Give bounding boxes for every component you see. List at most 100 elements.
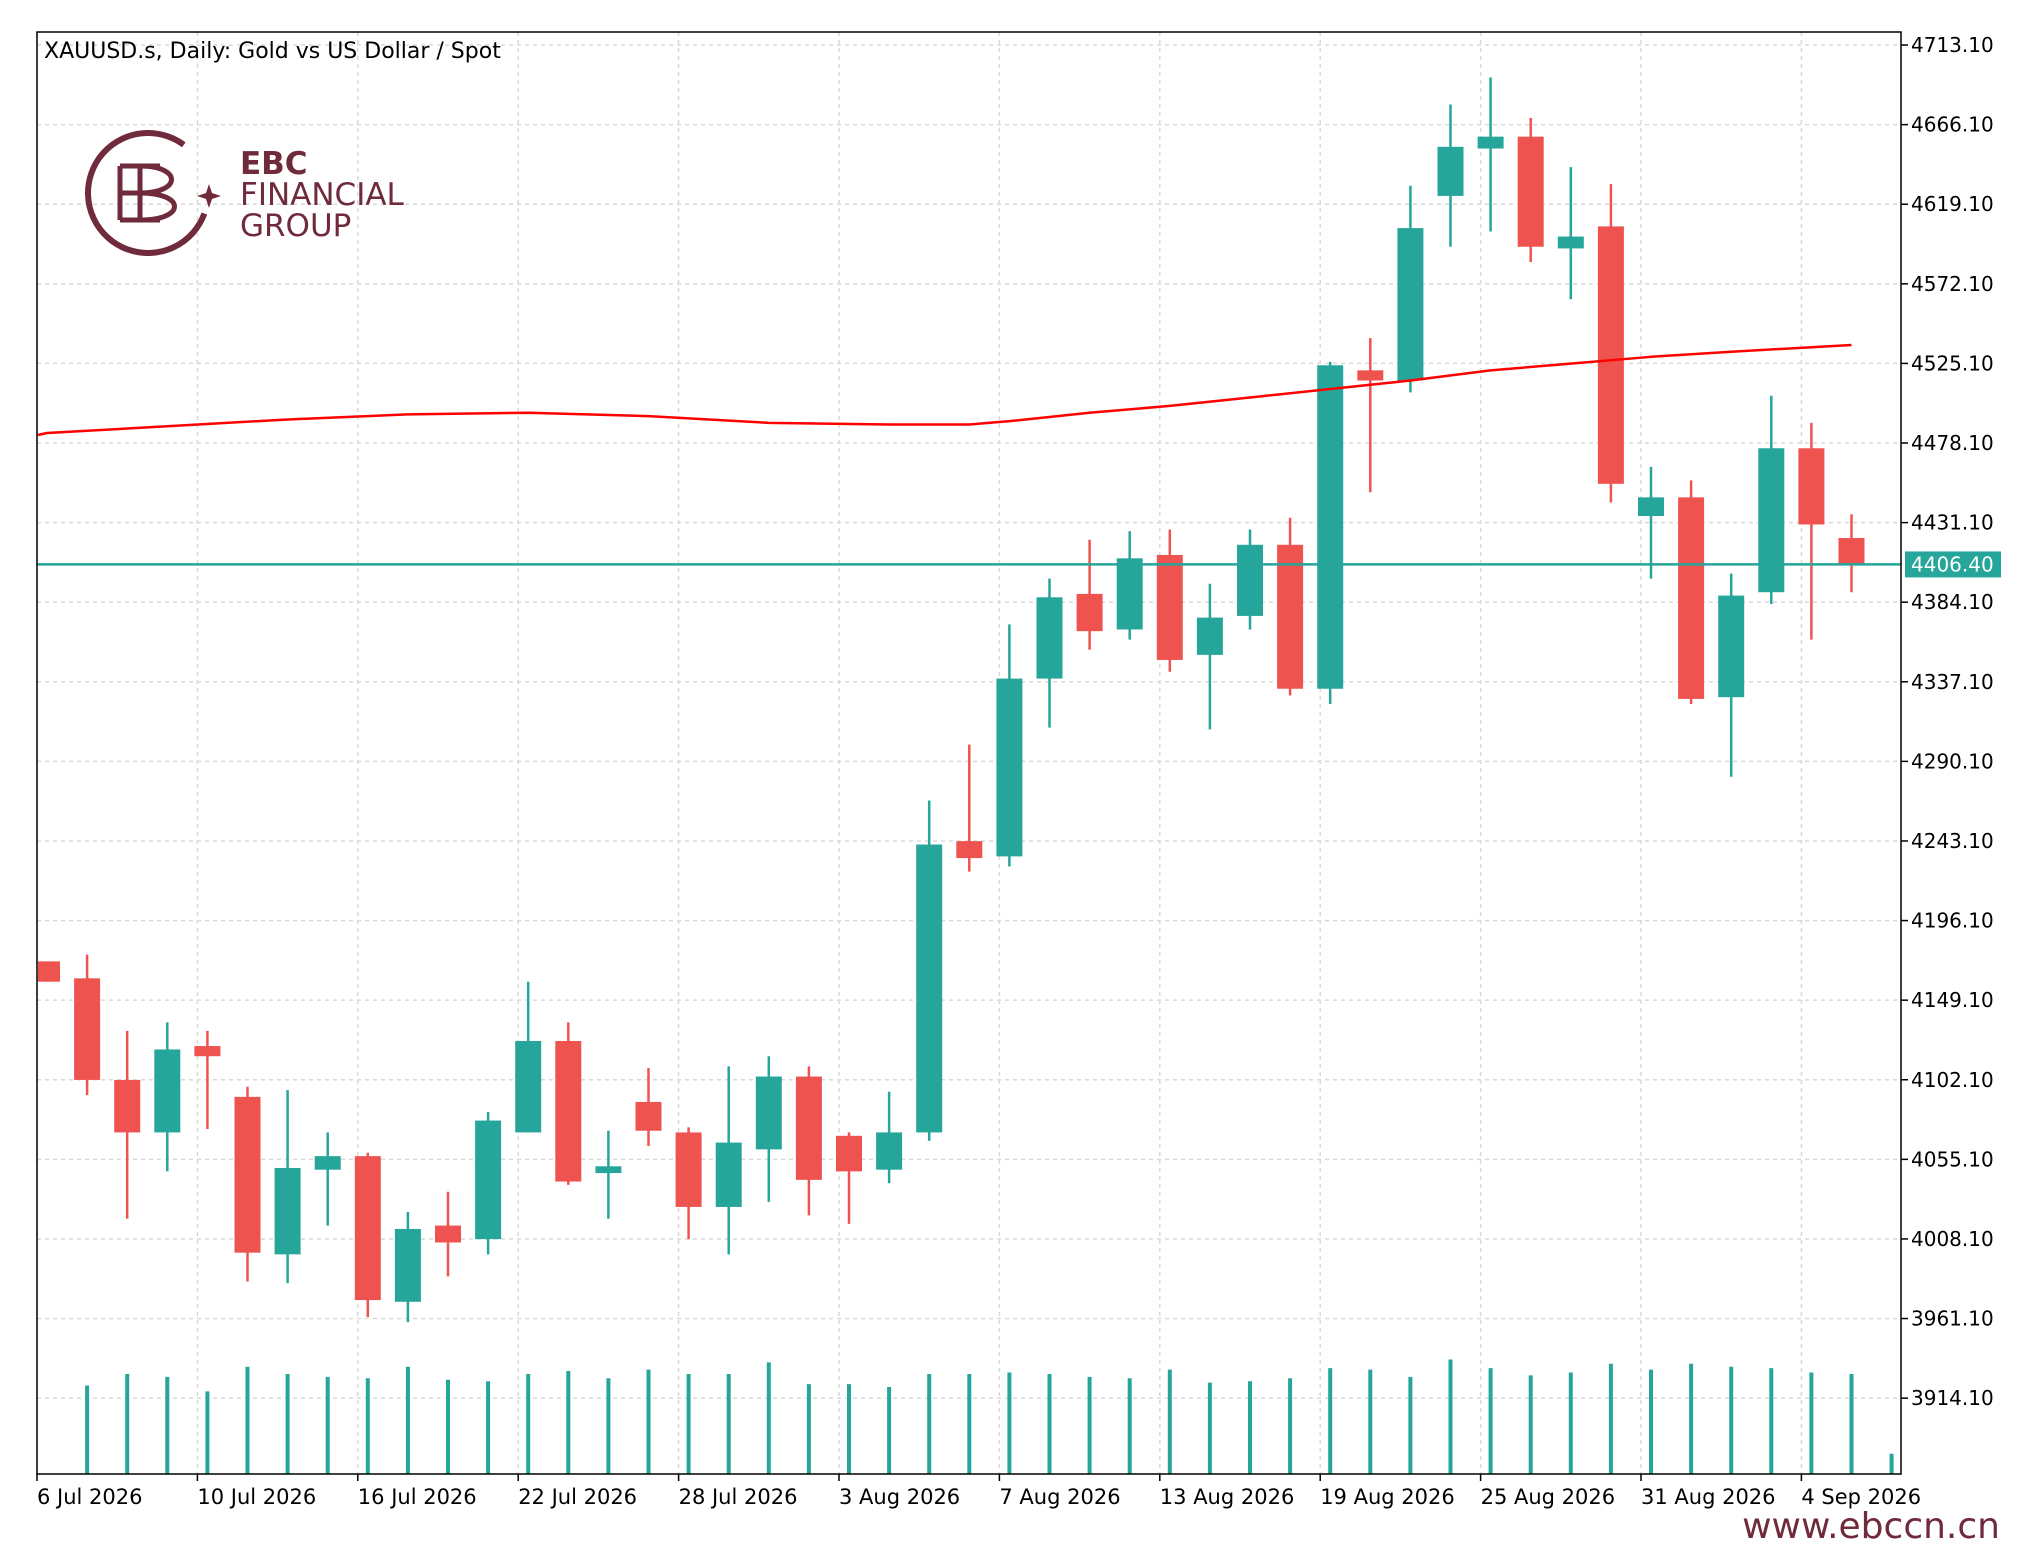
candle-body <box>1116 558 1143 630</box>
candle-body <box>1277 544 1304 689</box>
candle-bullish <box>996 624 1023 867</box>
candle-body <box>956 841 983 859</box>
y-tick-label: 4525.10 <box>1911 351 1994 375</box>
candle-bearish <box>1357 338 1384 493</box>
candle-body <box>114 1079 141 1133</box>
candle-body <box>675 1132 702 1207</box>
candle-body <box>194 1046 221 1057</box>
candle-bearish <box>1838 514 1865 593</box>
candle-bullish <box>1638 466 1664 579</box>
candle-bearish <box>435 1191 461 1277</box>
candle-bullish <box>876 1091 903 1184</box>
website-url: www.ebccn.cn <box>1742 1506 2000 1547</box>
candle-bearish <box>555 1022 582 1185</box>
candle-body <box>354 1156 381 1301</box>
candle-bullish <box>1116 531 1143 640</box>
candle-body <box>154 1049 181 1133</box>
candle-body <box>1076 593 1103 632</box>
y-tick-label: 3914.10 <box>1911 1386 1994 1410</box>
y-tick-label: 4337.10 <box>1911 670 1994 694</box>
candle-bullish <box>715 1066 742 1255</box>
candle-bearish <box>74 954 101 1096</box>
y-tick-label: 4008.10 <box>1911 1227 1994 1251</box>
candle-body <box>595 1166 622 1174</box>
candle-body <box>1237 544 1263 616</box>
candle-body <box>1196 617 1223 655</box>
y-tick-label: 4055.10 <box>1911 1147 1994 1171</box>
candle-body <box>916 844 943 1133</box>
logo-star-icon <box>197 184 221 208</box>
plot-frame <box>36 31 1902 1475</box>
y-tick-label: 4478.10 <box>1911 431 1994 455</box>
candle-bullish <box>154 1022 181 1172</box>
time-axis: 6 Jul 2026 10 Jul 2026 16 Jul 2026 22 Jul 2… <box>36 1474 1921 1509</box>
x-tick-label: 16 Jul 2026 <box>358 1485 477 1509</box>
current-price-tag <box>1905 551 2001 578</box>
y-tick-label: 4431.10 <box>1911 511 1994 535</box>
x-tick-label: 3 Aug 2026 <box>839 1485 960 1509</box>
candle-body <box>274 1167 301 1255</box>
candle-body <box>234 1096 261 1253</box>
x-tick-label: 31 Aug 2026 <box>1641 1485 1776 1509</box>
candle-body <box>836 1135 862 1172</box>
candle-bullish <box>1557 167 1584 300</box>
candle-body <box>1397 228 1424 381</box>
candle-bullish <box>1397 185 1424 393</box>
x-tick-label: 22 Jul 2026 <box>518 1485 637 1509</box>
logo-ring <box>85 130 211 256</box>
candle-body <box>1517 136 1544 247</box>
candle-body <box>1597 226 1624 484</box>
candle-bullish <box>595 1130 622 1219</box>
volume-bars <box>85 1359 1894 1474</box>
moving-average <box>37 343 1852 437</box>
y-tick-label: 4572.10 <box>1911 272 1994 296</box>
candle-body <box>1678 497 1705 699</box>
candle-bearish <box>114 1030 141 1219</box>
current-price: 4406.40 <box>37 551 2001 578</box>
logo-eb-mark <box>117 163 177 223</box>
candle-body <box>1638 497 1664 516</box>
candle-bullish <box>1036 578 1063 728</box>
candle-bearish <box>675 1127 702 1240</box>
candle-bearish <box>1277 517 1304 696</box>
candle-body <box>996 678 1023 857</box>
candle-bearish <box>354 1152 381 1318</box>
candle-bullish <box>394 1212 421 1323</box>
price-axis: 4713.10 4666.10 4619.10 4572.10 4525.10 4478.… <box>1901 33 1994 1410</box>
candle-body <box>1798 448 1825 525</box>
y-tick-label: 4196.10 <box>1911 909 1994 933</box>
candle-bullish <box>475 1112 502 1255</box>
candle-body <box>715 1142 742 1207</box>
candle-bullish <box>515 981 542 1133</box>
chart-title: XAUUSD.s, Daily: Gold vs US Dollar / Spo… <box>44 39 501 64</box>
y-tick-label: 4102.10 <box>1911 1068 1994 1092</box>
candle-body <box>435 1225 461 1243</box>
candles <box>38 77 1865 1323</box>
brand-line-3: GROUP <box>240 208 351 244</box>
candle-bearish <box>956 744 983 872</box>
candle-body <box>1357 370 1384 381</box>
candle-body <box>1317 365 1344 689</box>
candle-body <box>555 1040 582 1182</box>
moving-average-line <box>37 343 1852 437</box>
candle-bearish <box>1517 118 1544 262</box>
candle-body <box>1156 554 1183 660</box>
candle-bullish <box>274 1090 301 1284</box>
candle-body <box>1758 448 1785 593</box>
x-tick-label: 28 Jul 2026 <box>679 1485 798 1509</box>
candle-bullish <box>1196 583 1223 730</box>
candle-bearish <box>234 1086 261 1282</box>
candle-bearish <box>1798 422 1825 640</box>
candle-bearish <box>635 1068 662 1146</box>
candle-body <box>74 978 101 1080</box>
brand-name: EBC <box>240 146 308 182</box>
candle-body <box>1036 597 1063 679</box>
candle-body <box>795 1076 822 1180</box>
x-tick-label: 6 Jul 2026 <box>37 1485 143 1509</box>
x-tick-label: 10 Jul 2026 <box>197 1485 316 1509</box>
candle-body <box>1477 136 1504 149</box>
candle-body <box>475 1120 502 1240</box>
candle-bullish <box>1758 395 1785 605</box>
